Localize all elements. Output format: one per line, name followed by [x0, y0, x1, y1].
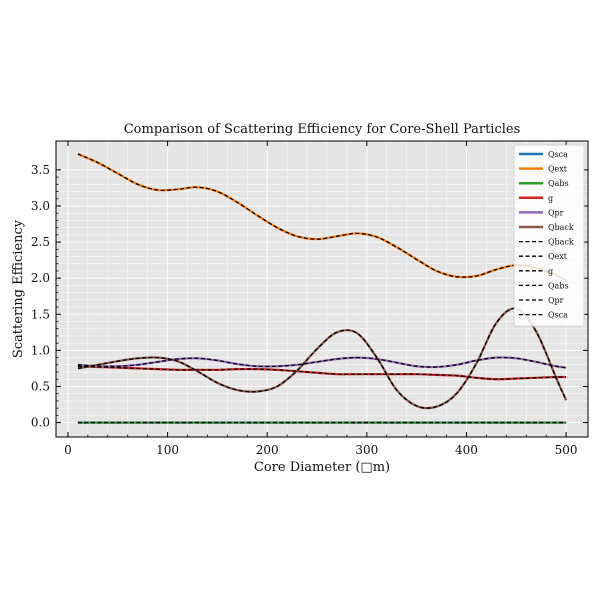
legend-label: Qext: [548, 165, 568, 174]
series-line-g-dashed: [77, 365, 567, 380]
legend: Qsca Qext Qabs g Qpr Qback Qback Qext g Qabs Qpr Qs…: [513, 144, 585, 327]
y-tick-label: 1.5: [31, 307, 50, 321]
x-tick-label: 200: [256, 443, 279, 457]
y-tick-label: 0.5: [31, 379, 50, 393]
legend-label: Qsca: [548, 150, 568, 159]
legend-label: g: [548, 267, 553, 276]
legend-label: Qback: [548, 223, 574, 232]
y-tick-label: 3.0: [31, 199, 50, 213]
chart-title: Comparison of Scattering Efficiency for …: [124, 122, 521, 137]
x-tick-label: 400: [455, 443, 478, 457]
y-tick-label: 2.0: [31, 271, 50, 285]
legend-label: Qsca: [548, 311, 568, 320]
legend-label: Qabs: [548, 179, 569, 188]
legend-box: [513, 144, 585, 327]
series-line-qext-dashed: [77, 153, 567, 281]
y-tick-label: 3.5: [31, 163, 50, 177]
series-line-qpr-dashed: [77, 356, 567, 369]
x-tick-label: 0: [64, 443, 72, 457]
series-line-qback-dashed: [77, 307, 567, 409]
legend-label: Qabs: [548, 281, 569, 290]
series-layer: [77, 152, 568, 424]
x-axis-label: Core Diameter (□m): [254, 460, 390, 475]
plot-area: [56, 141, 588, 437]
y-tick-label: 0.0: [31, 416, 50, 430]
legend-label: Qpr: [548, 208, 564, 217]
x-tick-label: 100: [156, 443, 179, 457]
legend-label: Qback: [548, 238, 574, 247]
legend-label: Qext: [548, 252, 568, 261]
ticks: 0 100 200 300 400 500 0.0 0.5 1.0 1.5 2.0 2.5 3.0 3.5: [31, 141, 588, 457]
y-axis-label: Scattering Efficiency: [11, 219, 26, 358]
x-tick-label: 500: [555, 443, 578, 457]
y-tick-label: 2.5: [31, 235, 50, 249]
legend-label: g: [548, 194, 553, 203]
plot-frame: [55, 140, 589, 438]
legend-label: Qpr: [548, 296, 564, 305]
y-tick-label: 1.0: [31, 343, 50, 357]
x-tick-label: 300: [355, 443, 378, 457]
